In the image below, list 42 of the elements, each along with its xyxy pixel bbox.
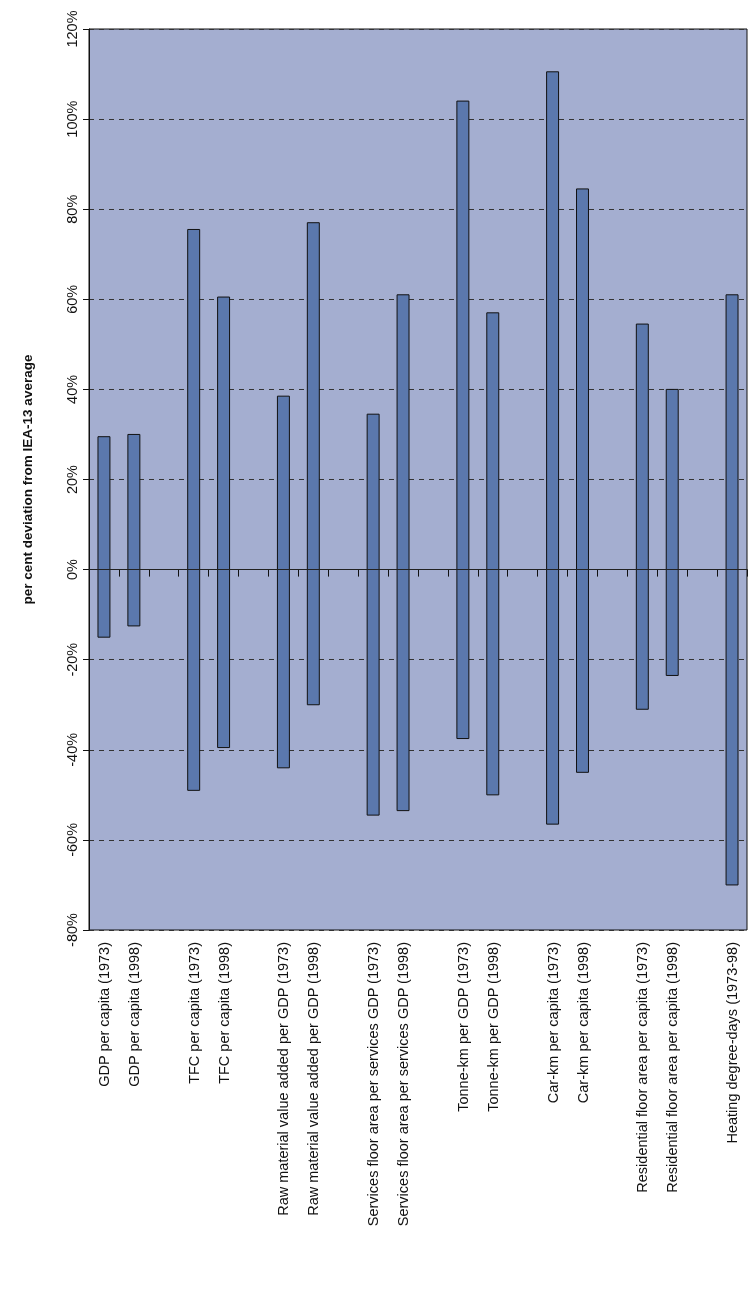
x-tick-label: Residential floor area per capita (1998) — [664, 942, 681, 1193]
x-tick-label: TFC per capita (1973) — [185, 942, 202, 1084]
y-tick-label: 40% — [63, 374, 80, 404]
y-tick-label: -80% — [63, 912, 80, 947]
bar — [306, 222, 320, 706]
y-tick-label: -20% — [63, 642, 80, 677]
bar — [97, 436, 111, 638]
bar — [187, 228, 201, 791]
y-axis-title: per cent deviation from IEA-13 average — [19, 354, 35, 605]
y-tick-label: 0% — [63, 559, 80, 581]
bar — [276, 395, 290, 769]
x-tick-label: Car-km per capita (1998) — [574, 942, 591, 1104]
x-tick-label: Residential floor area per capita (1973) — [634, 942, 651, 1193]
y-tick-label: 60% — [63, 284, 80, 314]
x-tick-label: GDP per capita (1973) — [95, 942, 112, 1087]
y-tick-label: -40% — [63, 732, 80, 767]
x-tick-label: Car-km per capita (1973) — [544, 942, 561, 1104]
x-tick-label: GDP per capita (1998) — [125, 942, 142, 1087]
y-tick-label: 20% — [63, 464, 80, 495]
bar — [456, 100, 470, 740]
bar — [396, 294, 410, 812]
bar — [665, 388, 679, 676]
y-tick-label: 80% — [63, 194, 80, 224]
y-tick-label: 120% — [63, 10, 80, 48]
x-tick-label: Tonne-km per GDP (1973) — [454, 942, 471, 1112]
bar — [366, 413, 380, 816]
bar — [546, 71, 560, 825]
x-tick-label: Heating degree-days (1973-98) — [724, 942, 741, 1144]
x-tick-label: TFC per capita (1998) — [215, 942, 232, 1084]
x-tick-label: Raw material value added per GDP (1973) — [275, 942, 292, 1216]
bar — [217, 296, 231, 749]
y-tick-label: 100% — [63, 100, 80, 138]
y-tick-label: -60% — [63, 822, 80, 857]
bar — [486, 312, 500, 796]
bar — [576, 188, 589, 773]
bar — [127, 433, 141, 627]
x-tick-label: Services floor area per services GDP (1998) — [395, 942, 412, 1227]
x-tick-label: Services floor area per services GDP (1973) — [365, 942, 382, 1227]
bar — [635, 323, 649, 710]
bar — [725, 294, 739, 886]
x-tick-label: Tonne-km per GDP (1998) — [484, 942, 501, 1112]
x-tick-label: Raw material value added per GDP (1998) — [305, 942, 322, 1216]
